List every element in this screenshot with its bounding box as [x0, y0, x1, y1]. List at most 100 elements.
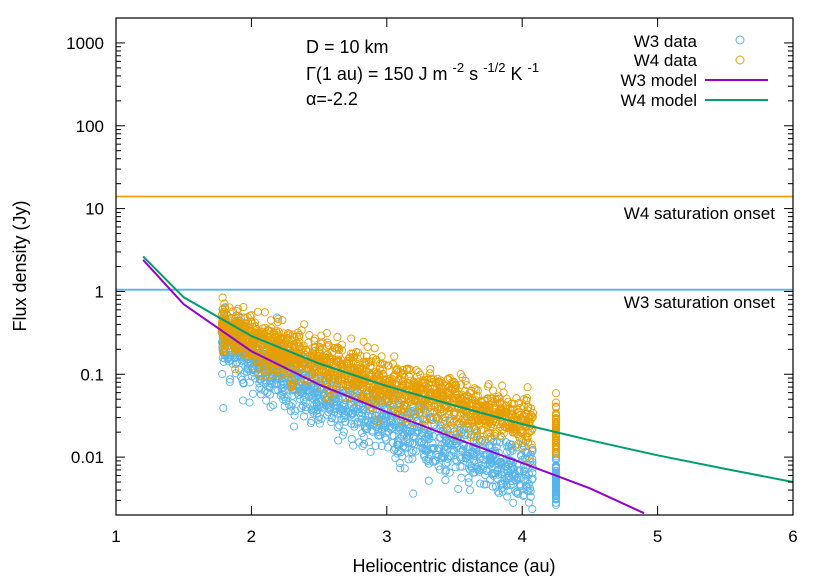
data-point [551, 398, 561, 407]
legend-w4-data-marker [735, 55, 745, 65]
data-point [251, 321, 260, 331]
data-point [367, 410, 376, 419]
y-tick-label: 1 [95, 282, 104, 301]
data-point [433, 453, 442, 462]
data-point [285, 400, 294, 409]
data-point [454, 484, 463, 494]
data-point [411, 412, 420, 421]
data-point [353, 388, 362, 397]
data-point [458, 416, 467, 425]
data-point [331, 414, 340, 423]
data-point [243, 313, 252, 322]
data-point [551, 402, 561, 411]
data-point [551, 438, 561, 447]
data-point [251, 374, 260, 383]
data-point [236, 340, 245, 349]
data-point [218, 370, 227, 379]
data-point [219, 403, 228, 413]
data-point [453, 417, 462, 426]
data-point [386, 425, 395, 434]
data-point [522, 482, 531, 492]
data-point [279, 377, 288, 387]
data-point [480, 438, 489, 447]
data-point [240, 313, 249, 322]
data-point [488, 482, 497, 491]
data-point [419, 450, 428, 459]
data-point [344, 354, 353, 363]
data-point [352, 387, 361, 396]
annotation-gamma-sup2: -1/2 [483, 60, 505, 75]
annotation-gamma-mid2: K [511, 64, 523, 84]
data-point [409, 489, 418, 498]
data-point [345, 392, 354, 401]
data-point [437, 404, 446, 413]
data-point [368, 396, 378, 405]
data-point [476, 479, 485, 488]
data-point [424, 401, 433, 410]
data-point [267, 350, 276, 359]
legend: W3 data W4 data W3 model W4 model [620, 32, 768, 110]
data-point [518, 434, 527, 443]
data-point [325, 353, 335, 362]
data-point [521, 471, 530, 480]
data-point [343, 381, 352, 390]
annotation-alpha: α=-2.2 [306, 89, 358, 109]
data-point [363, 342, 372, 351]
data-point [333, 356, 342, 365]
data-point [504, 486, 513, 495]
data-point [265, 331, 275, 340]
data-point [310, 389, 320, 398]
data-point [351, 359, 360, 368]
data-point [333, 333, 342, 342]
w3-saturation-label: W3 saturation onset [624, 293, 775, 312]
data-point [501, 438, 510, 447]
data-point [420, 381, 430, 390]
data-point [404, 455, 413, 464]
annotation-gamma: Γ(1 au) = 150 J m -2 s -1/2 K -1 [306, 56, 539, 84]
data-point [226, 375, 235, 384]
data-point [292, 359, 301, 368]
data-point [275, 369, 285, 378]
data-point [233, 330, 242, 339]
x-tick-label: 1 [111, 527, 120, 546]
data-point [453, 429, 462, 438]
data-point [528, 424, 537, 433]
data-point [420, 378, 429, 387]
data-point [327, 357, 336, 366]
annotation-gamma-sup3: -1 [528, 60, 540, 75]
data-point [459, 418, 468, 427]
data-point [433, 405, 442, 414]
data-point [423, 430, 433, 439]
data-point [511, 488, 521, 497]
data-point [259, 327, 268, 336]
data-point [388, 438, 398, 447]
data-point [501, 404, 510, 413]
data-point [243, 358, 252, 367]
data-point [358, 428, 367, 438]
data-point [248, 389, 258, 398]
data-point [257, 357, 266, 366]
data-point [283, 329, 293, 338]
data-point [551, 448, 561, 457]
model-line [142, 259, 645, 515]
data-point [359, 405, 368, 414]
data-point [356, 380, 365, 389]
data-point [551, 418, 561, 428]
data-point [509, 479, 518, 488]
data-point [408, 454, 417, 463]
data-point [436, 383, 445, 392]
data-point [384, 361, 393, 370]
data-point [220, 299, 229, 308]
data-point [350, 422, 359, 431]
data-point [441, 476, 450, 485]
data-point [237, 339, 246, 348]
data-point [430, 443, 439, 452]
data-point [426, 365, 435, 374]
data-point [234, 312, 243, 321]
data-point [485, 454, 494, 463]
data-point [551, 435, 561, 444]
data-point [440, 439, 449, 448]
data-point [528, 505, 537, 514]
data-point [240, 328, 249, 337]
